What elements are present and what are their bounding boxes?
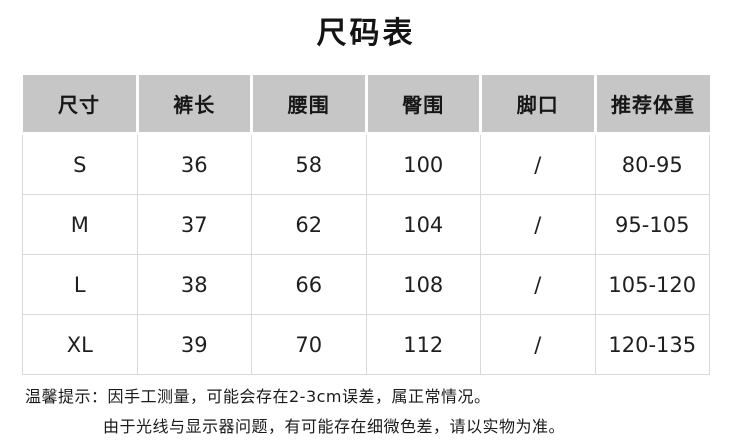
cell-leg-opening: / [480,194,596,255]
cell-pants-length: 38 [136,254,252,315]
cell-leg-opening: / [480,314,596,375]
size-chart-table: 尺寸 裤长 腰围 臀围 脚口 推荐体重 S 36 58 100 / 80-95 … [22,75,710,375]
footer-notes: 温馨提示：因手工测量，可能会存在2-3cm误差，属正常情况。 由于光线与显示器问… [25,382,732,442]
col-header-pants-length: 裤长 [135,75,252,135]
cell-waist: 62 [251,194,367,255]
col-header-recommended-weight: 推荐体重 [593,75,710,135]
cell-size: XL [22,314,138,375]
table-row-xl: XL 39 70 112 / 120-135 [22,314,710,375]
col-header-hip: 臀围 [364,75,481,135]
cell-recommended-weight: 95-105 [594,194,710,255]
header-row: 尺寸 裤长 腰围 臀围 脚口 推荐体重 [22,75,710,135]
cell-leg-opening: / [480,254,596,315]
size-chart-header: 尺寸 裤长 腰围 臀围 脚口 推荐体重 [22,75,710,135]
table-row-m: M 37 62 104 / 95-105 [22,194,710,255]
cell-pants-length: 39 [136,314,252,375]
cell-pants-length: 36 [136,133,252,195]
table-row-l: L 38 66 108 / 105-120 [22,254,710,315]
cell-size: M [22,194,138,255]
cell-size: L [22,254,138,315]
cell-hip: 112 [365,314,481,375]
size-chart-body: S 36 58 100 / 80-95 M 37 62 104 / 95-105… [22,133,710,375]
cell-size: S [22,133,138,195]
cell-recommended-weight: 80-95 [594,133,710,195]
cell-hip: 104 [365,194,481,255]
page-title: 尺码表 [316,16,416,51]
cell-recommended-weight: 120-135 [594,314,710,375]
cell-recommended-weight: 105-120 [594,254,710,315]
cell-waist: 66 [251,254,367,315]
col-header-leg-opening: 脚口 [479,75,595,135]
note-color-difference: 由于光线与显示器问题，有可能存在细微色差，请以实物为准。 [103,417,566,436]
cell-hip: 108 [365,254,481,315]
table-row-s: S 36 58 100 / 80-95 [22,133,710,195]
note-measurement-tolerance: 温馨提示：因手工测量，可能会存在2-3cm误差，属正常情况。 [25,387,491,406]
col-header-waist: 腰围 [250,75,366,135]
cell-pants-length: 37 [136,194,252,255]
cell-hip: 100 [365,133,481,195]
cell-leg-opening: / [480,133,596,195]
cell-waist: 70 [251,314,367,375]
col-header-size: 尺寸 [22,75,137,135]
cell-waist: 58 [251,133,367,195]
